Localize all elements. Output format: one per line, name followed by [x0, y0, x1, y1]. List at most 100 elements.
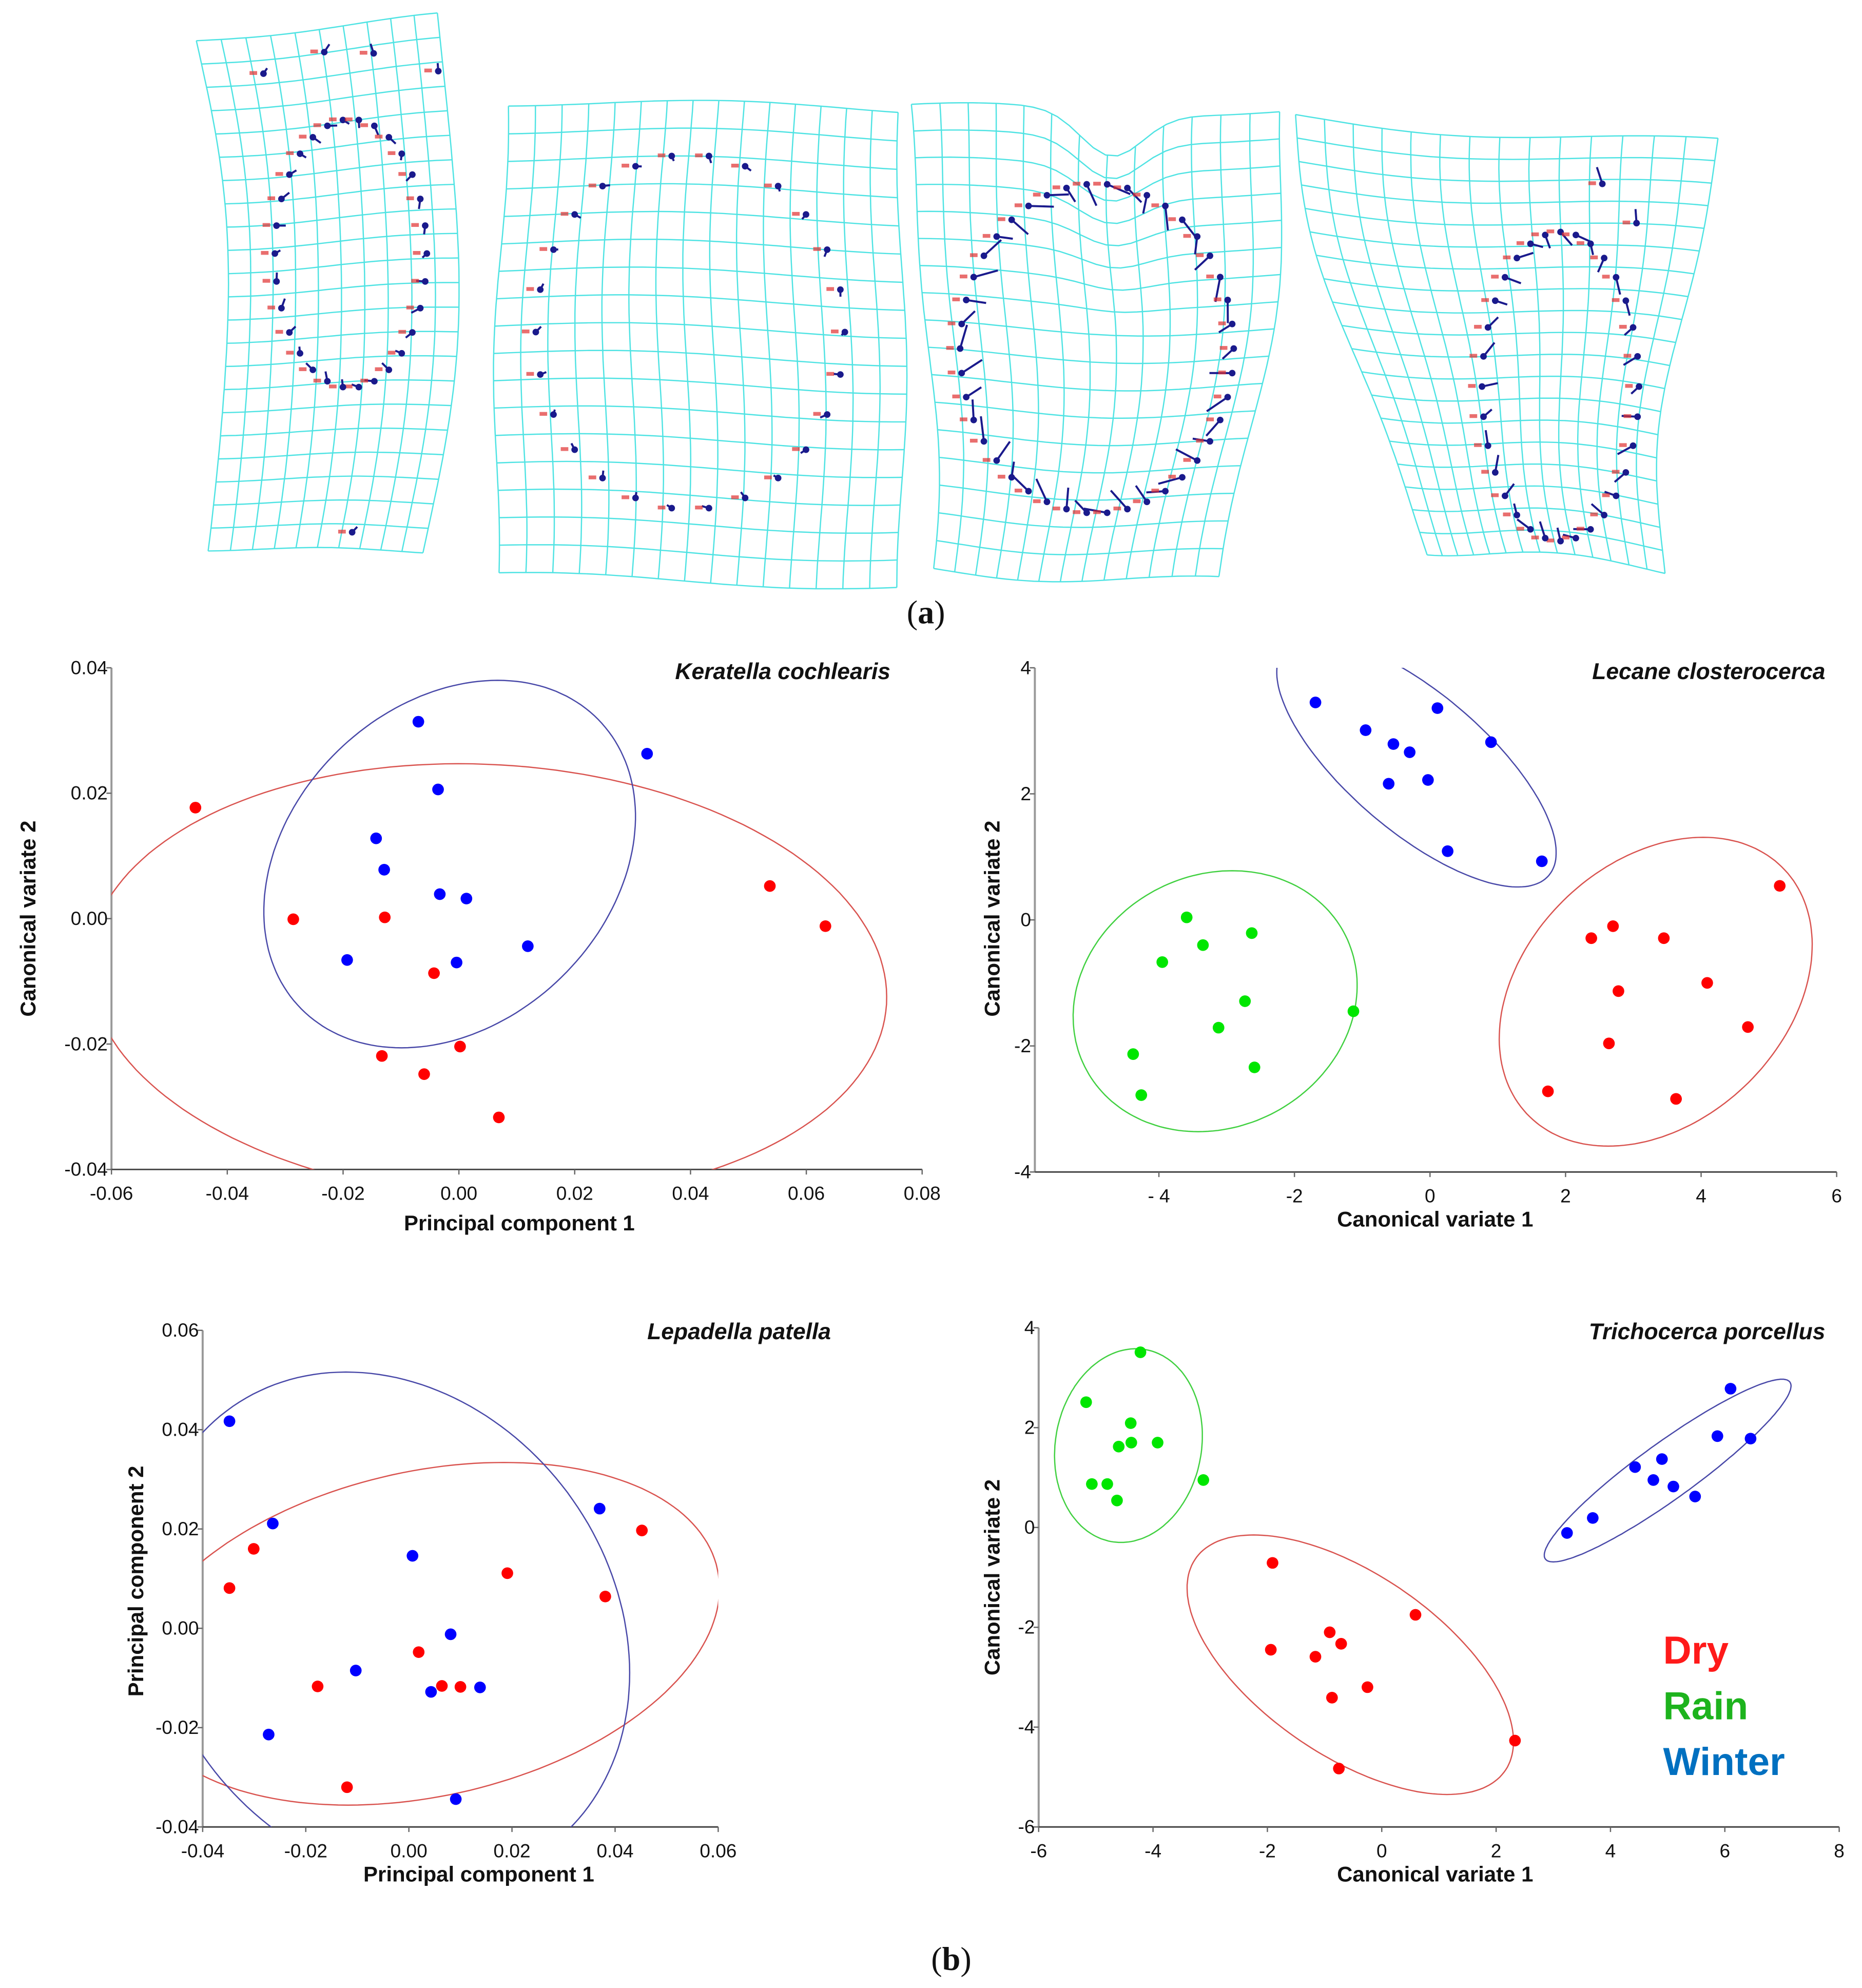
data-point-dry: [247, 1543, 260, 1555]
grid-line: [338, 26, 366, 548]
landmark-point: [260, 70, 267, 77]
landmark-point: [705, 152, 712, 160]
landmark-point: [742, 163, 749, 170]
grid-line: [1324, 278, 1689, 298]
grid-line: [210, 523, 429, 529]
landmark-point: [803, 446, 809, 453]
landmark-point: [355, 383, 362, 391]
landmark-point: [309, 133, 317, 141]
landmark-number-mark: [275, 330, 283, 334]
x-tick-label: 4: [1696, 1185, 1706, 1206]
data-point-dry: [1333, 1763, 1345, 1774]
landmark-point: [1480, 413, 1487, 420]
landmark-point: [1229, 320, 1236, 327]
landmark-number-mark: [1602, 493, 1610, 497]
y-tick-label: -2: [1014, 1035, 1031, 1056]
grid-line: [911, 102, 1280, 157]
landmark-point: [1573, 231, 1579, 239]
landmark-number-mark: [1531, 535, 1539, 539]
landmark-point: [824, 411, 831, 418]
data-point-rain: [1246, 927, 1258, 939]
y-axis-label: Canonical variate 2: [16, 821, 40, 1017]
landmark-vector: [971, 399, 975, 420]
landmark-point: [324, 378, 331, 385]
landmark-number-mark: [1168, 474, 1176, 479]
grid-line: [227, 233, 458, 252]
data-point-winter: [641, 747, 653, 760]
grid-line: [655, 101, 668, 579]
landmark-point: [1601, 255, 1608, 262]
data-point-dry: [189, 802, 202, 814]
y-tick-label: 0.00: [162, 1617, 199, 1639]
landmark-point: [550, 246, 557, 253]
grid-line: [932, 374, 1263, 392]
landmark-point: [599, 183, 606, 190]
landmark-number-mark: [1619, 324, 1627, 329]
landmark-number-mark: [1531, 232, 1539, 237]
landmark-number-mark: [286, 151, 294, 155]
grid-line: [1412, 507, 1660, 528]
landmark-number-mark: [1014, 488, 1022, 493]
series-winter: [1561, 1383, 1757, 1539]
data-point-winter: [412, 716, 424, 728]
x-axis-label: Canonical variate 1: [1337, 1207, 1533, 1231]
landmark-point: [1514, 255, 1521, 262]
landmark-point: [321, 49, 328, 55]
landmark-number-mark: [398, 330, 406, 334]
landmark-number-mark: [1196, 438, 1204, 443]
landmark-point: [537, 371, 544, 378]
confidence-ellipses: [1072, 667, 1813, 1147]
data-point-winter: [450, 1793, 462, 1805]
ellipse-winter: [1276, 667, 1557, 888]
grid-line: [1558, 137, 1576, 555]
grid-line: [1352, 124, 1459, 556]
landmark-vector: [1028, 205, 1054, 208]
landmark-number-mark: [792, 211, 800, 216]
landmark-point: [824, 246, 831, 253]
grid-line: [1596, 136, 1624, 561]
landmark-point: [993, 233, 1000, 240]
data-point-winter: [522, 940, 534, 952]
landmark-number-mark: [1469, 354, 1478, 358]
x-tick-label: -0.02: [284, 1840, 327, 1861]
landmark-point: [1083, 509, 1090, 516]
grid-line: [682, 100, 694, 582]
grid-line: [1324, 119, 1443, 556]
landmark-number-mark: [622, 163, 629, 168]
landmark-point: [417, 304, 424, 312]
x-tick-label: -6: [1030, 1840, 1047, 1861]
grid-line: [574, 104, 590, 574]
landmark-vector: [996, 441, 1011, 461]
landmark-point: [1501, 274, 1508, 281]
landmark-point: [1557, 537, 1564, 545]
landmark-point: [970, 416, 977, 423]
landmark-vector: [959, 324, 968, 349]
landmark-point: [803, 211, 809, 218]
grid-line: [499, 572, 897, 590]
landmark-point: [774, 183, 782, 190]
x-tick-label: 0.06: [788, 1183, 825, 1204]
x-tick-label: -2: [1286, 1185, 1303, 1206]
x-tick-label: 2: [1491, 1840, 1502, 1861]
grid-line: [220, 428, 448, 437]
data-point-winter: [1404, 746, 1416, 758]
caption-b: (b): [931, 1941, 971, 1977]
grid-line: [1427, 551, 1665, 574]
landmark-number-mark: [275, 172, 283, 176]
landmark-number-mark: [313, 123, 321, 127]
y-tick-label: -4: [1018, 1716, 1035, 1738]
landmark-number-mark: [267, 196, 276, 200]
landmark-number-mark: [1469, 414, 1478, 418]
grid-line: [196, 41, 229, 551]
grid-line: [709, 100, 720, 584]
legend-item-dry: Dry: [1663, 1629, 1729, 1672]
data-point-dry: [1409, 1609, 1422, 1621]
chart-title: Keratella cochlearis: [675, 659, 890, 684]
landmark-point: [339, 117, 346, 124]
grid-line: [504, 210, 899, 227]
landmark-number-mark: [560, 447, 569, 451]
landmark-point: [309, 366, 317, 373]
landmark-number-mark: [262, 279, 270, 283]
landmark-point: [278, 196, 285, 202]
data-point-winter: [474, 1682, 486, 1693]
